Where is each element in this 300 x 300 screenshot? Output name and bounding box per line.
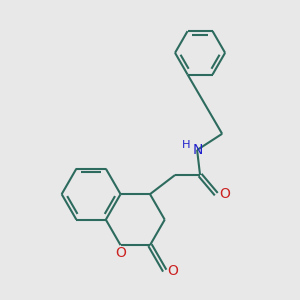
Text: N: N xyxy=(193,143,203,157)
Text: H: H xyxy=(182,140,190,150)
Text: O: O xyxy=(219,187,230,201)
Text: O: O xyxy=(167,264,178,278)
Text: O: O xyxy=(115,246,126,260)
